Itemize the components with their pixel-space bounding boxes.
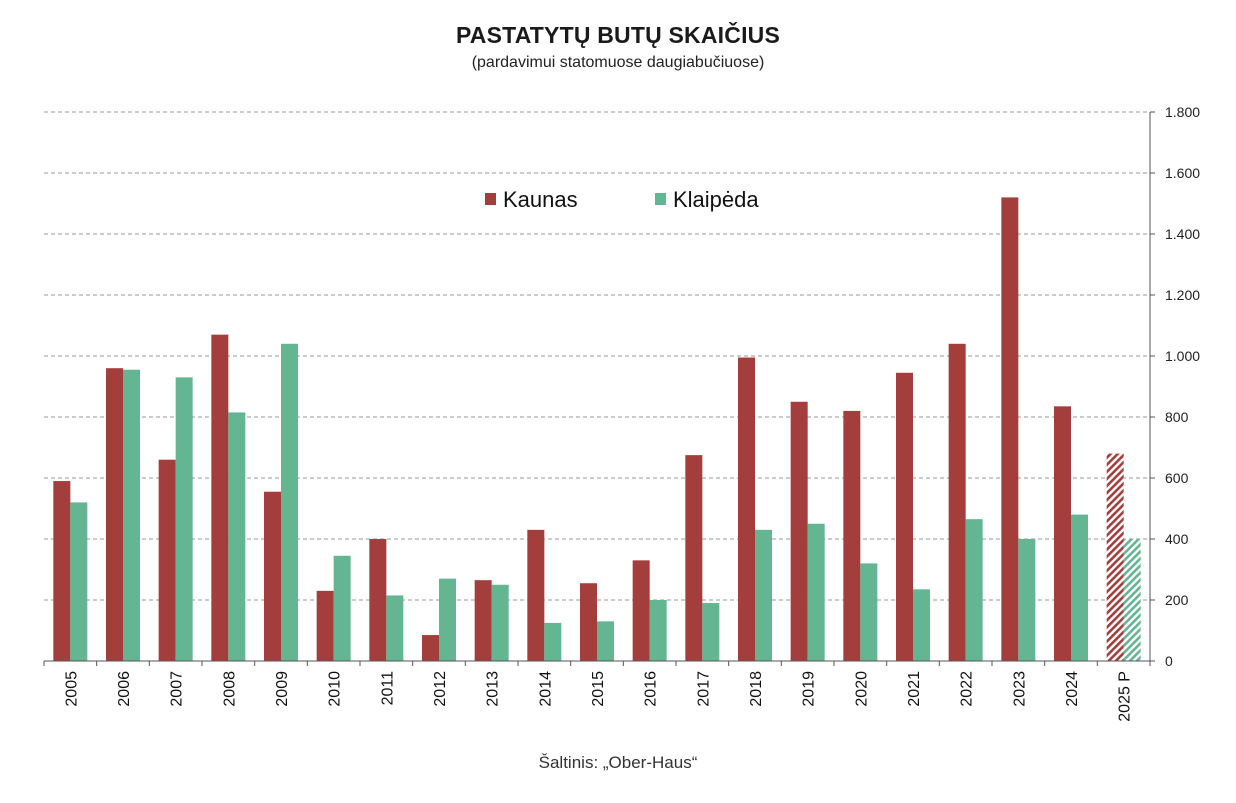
bar-kaunas-2005 — [53, 481, 71, 661]
bar-klaipeda-2022 — [965, 519, 983, 661]
x-tick-label: 2024 — [1064, 671, 1081, 707]
x-tick-label: 2025 P — [1117, 671, 1134, 722]
x-tick-label: 2005 — [63, 671, 80, 707]
bar-kaunas-2020 — [843, 410, 861, 661]
bar-klaipeda-2013 — [491, 584, 509, 661]
legend-label-klaipeda: Klaipėda — [673, 187, 759, 212]
bar-klaipeda-2010 — [333, 555, 351, 661]
x-tick-label: 2023 — [1011, 671, 1028, 707]
y-tick-label: 1.400 — [1165, 226, 1200, 242]
x-tick-label: 2013 — [485, 671, 502, 707]
bar-kaunas-2019 — [790, 401, 808, 661]
x-tick-label: 2022 — [959, 671, 976, 707]
bar-kaunas-2006 — [106, 368, 123, 661]
bar-klaipeda-2006 — [123, 369, 140, 661]
chart-subtitle: (pardavimui statomuose daugiabučiuose) — [471, 54, 765, 71]
x-tick-label: 2018 — [748, 671, 765, 707]
bar-klaipeda-2009 — [281, 343, 298, 661]
y-tick-label: 600 — [1165, 470, 1189, 486]
bar-klaipeda-2020 — [860, 563, 878, 661]
bar-klaipeda-2011 — [386, 595, 404, 661]
x-tick-label: 2015 — [590, 671, 607, 707]
x-tick-label: 2014 — [537, 671, 554, 707]
legend-swatch-klaipeda — [655, 193, 666, 205]
bar-klaipeda-2025-p — [1123, 539, 1141, 661]
y-tick-label: 1.800 — [1165, 104, 1200, 120]
bar-kaunas-2008 — [211, 334, 229, 661]
y-tick-label: 1.600 — [1165, 165, 1200, 181]
x-tick-label: 2009 — [274, 671, 291, 707]
bar-kaunas-2014 — [527, 529, 545, 661]
x-tick-label: 2007 — [169, 671, 186, 707]
y-tick-label: 0 — [1165, 653, 1173, 669]
bar-klaipeda-2014 — [544, 622, 562, 661]
bar-klaipeda-2005 — [70, 502, 88, 661]
bar-klaipeda-2023 — [1018, 539, 1036, 661]
bar-kaunas-2016 — [632, 560, 650, 661]
bar-klaipeda-2015 — [597, 621, 614, 661]
bar-klaipeda-2016 — [649, 600, 667, 661]
bar-klaipeda-2021 — [913, 589, 930, 661]
bar-kaunas-2023 — [1001, 197, 1019, 661]
x-tick-label: 2012 — [432, 671, 449, 707]
bar-kaunas-2013 — [474, 580, 492, 661]
y-tick-label: 800 — [1165, 409, 1189, 425]
x-tick-label: 2017 — [695, 671, 712, 707]
bar-kaunas-2018 — [738, 357, 755, 661]
bar-kaunas-2022 — [948, 343, 966, 661]
y-tick-label: 200 — [1165, 592, 1189, 608]
bar-klaipeda-2012 — [439, 578, 456, 661]
chart-title: PASTATYTŲ BUTŲ SKAIČIUS — [455, 22, 781, 48]
bar-klaipeda-2007 — [175, 377, 193, 661]
bar-kaunas-2021 — [896, 372, 913, 661]
bar-klaipeda-2018 — [755, 529, 772, 661]
bars — [53, 197, 1141, 661]
bar-kaunas-2009 — [264, 491, 281, 661]
bar-kaunas-2012 — [422, 635, 439, 661]
bar-klaipeda-2024 — [1071, 514, 1088, 661]
x-tick-label: 2021 — [906, 671, 923, 707]
x-tick-label: 2011 — [379, 671, 396, 706]
bar-klaipeda-2008 — [228, 412, 246, 661]
legend-swatch-kaunas — [485, 193, 496, 205]
x-tick-label: 2020 — [853, 671, 870, 707]
bar-kaunas-2025-p — [1106, 453, 1124, 661]
x-tick-label: 2016 — [643, 671, 660, 707]
bar-kaunas-2011 — [369, 539, 387, 661]
legend-label-kaunas: Kaunas — [503, 187, 578, 212]
source-note: Šaltinis: „Ober-Haus“ — [538, 753, 698, 772]
legend: Kaunas Klaipėda — [485, 187, 759, 212]
axes: 0 200 400 600 800 1.000 1.200 1.400 1.600 1.800 20… — [43, 104, 1200, 722]
bar-kaunas-2024 — [1054, 406, 1071, 661]
x-tick-label: 2010 — [327, 671, 344, 707]
bar-kaunas-2015 — [580, 583, 597, 661]
y-tick-label: 1.000 — [1165, 348, 1200, 364]
x-tick-label: 2008 — [221, 671, 238, 707]
x-tick-label: 2006 — [116, 671, 133, 707]
bar-kaunas-2010 — [316, 590, 334, 661]
y-tick-label: 1.200 — [1165, 287, 1200, 303]
y-tick-label: 400 — [1165, 531, 1189, 547]
gridlines — [44, 111, 1150, 601]
bar-klaipeda-2017 — [702, 603, 720, 661]
bar-klaipeda-2019 — [807, 523, 825, 661]
bar-kaunas-2017 — [685, 455, 703, 661]
bar-kaunas-2007 — [158, 459, 176, 661]
x-tick-label: 2019 — [801, 671, 818, 707]
